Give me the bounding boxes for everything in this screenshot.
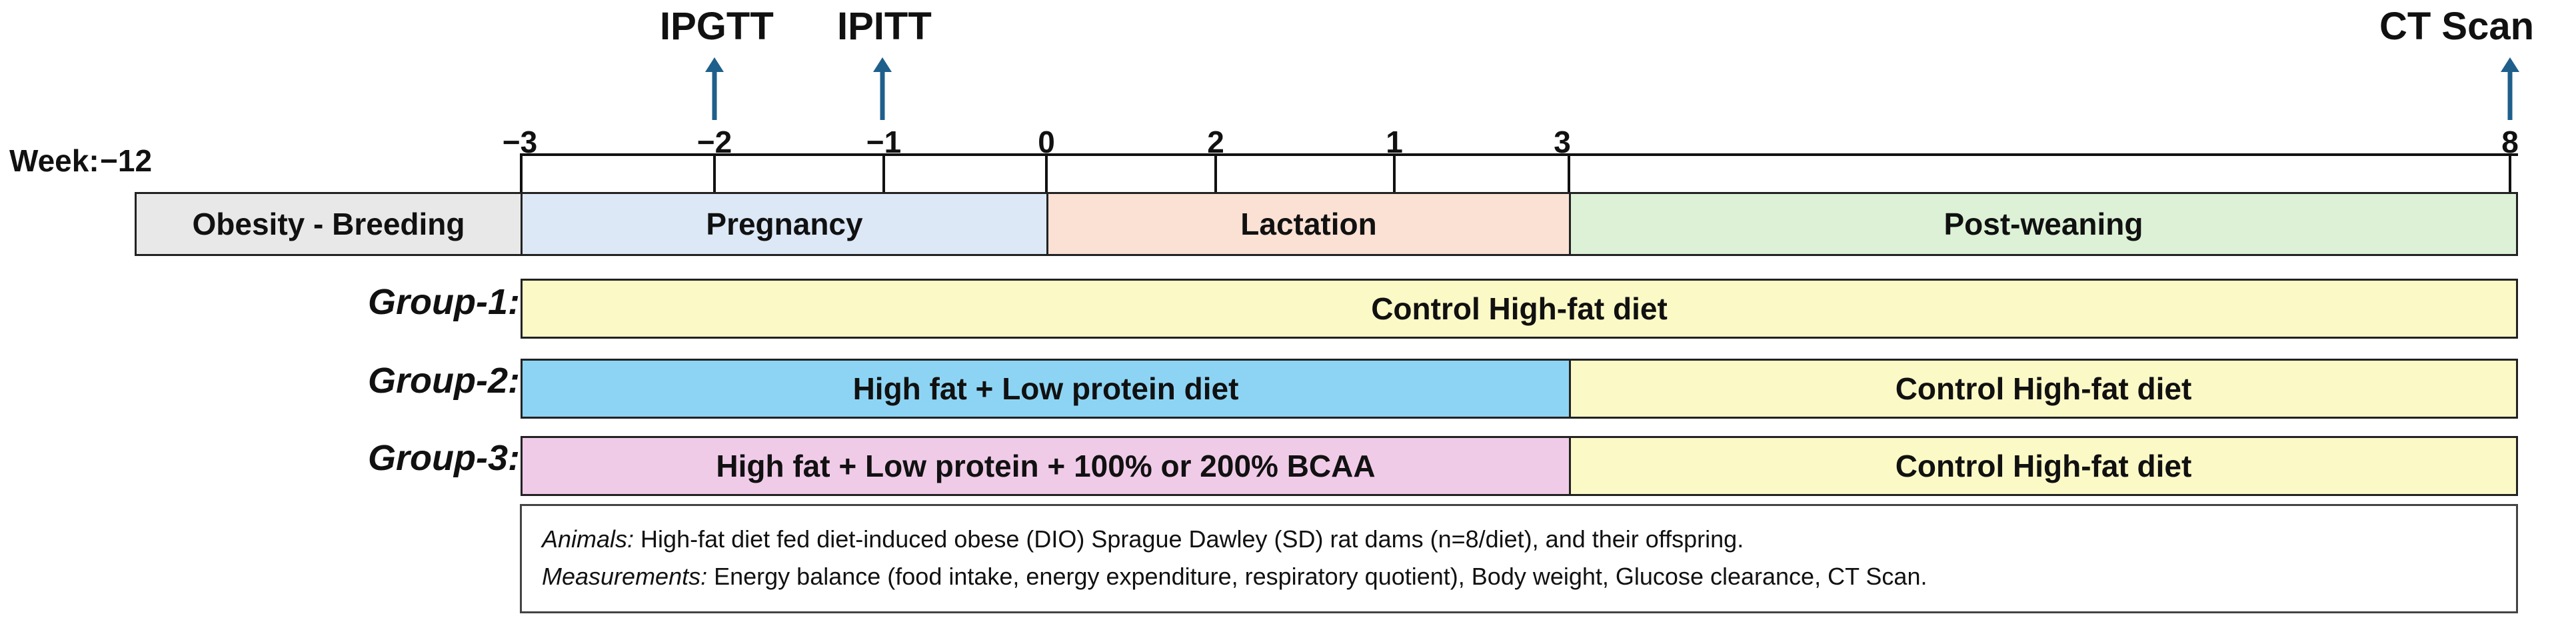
arrow-up-icon-ipgtt xyxy=(705,57,724,120)
notes-animals-key: Animals: xyxy=(542,525,635,553)
notes-measurements-text: Energy balance (food intake, energy expe… xyxy=(707,563,1928,590)
group-3-label: Group-3: xyxy=(368,438,520,478)
group-2-bar-control: Control High-fat diet xyxy=(1569,359,2518,419)
phase-pregnancy: Pregnancy xyxy=(521,192,1048,256)
notes-measurements-line: Measurements: Energy balance (food intak… xyxy=(542,558,2496,595)
arrow-up-icon-ct-scan xyxy=(2501,57,2519,120)
notes-box: Animals: High-fat diet fed diet-induced … xyxy=(520,504,2518,613)
week-start-tick: −12 xyxy=(100,143,153,178)
notes-animals-text: High-fat diet fed diet-induced obese (DI… xyxy=(634,525,1744,553)
phase-lactation: Lactation xyxy=(1046,192,1571,256)
timeline-axis xyxy=(521,153,2518,156)
group-2-bar-low-protein: High fat + Low protein diet xyxy=(521,359,1571,419)
group-2-label: Group-2: xyxy=(368,361,520,401)
group-3-bar-low-protein-bcaa: High fat + Low protein + 100% or 200% BC… xyxy=(521,436,1571,496)
event-label-ipgtt: IPGTT xyxy=(660,5,774,48)
phase-post-weaning: Post-weaning xyxy=(1569,192,2518,256)
phase-obesity-breeding: Obesity - Breeding xyxy=(135,192,523,256)
group-1-bar-control: Control High-fat diet xyxy=(521,279,2518,339)
arrow-up-icon-ipitt xyxy=(873,57,892,120)
event-label-ipitt: IPITT xyxy=(837,5,932,48)
week-label: Week: xyxy=(9,143,99,178)
event-label-ct-scan: CT Scan xyxy=(2379,5,2535,48)
timeline-tick-marks xyxy=(520,153,2511,192)
notes-animals-line: Animals: High-fat diet fed diet-induced … xyxy=(542,521,2496,558)
group-3-bar-control: Control High-fat diet xyxy=(1569,436,2518,496)
group-1-label: Group-1: xyxy=(368,282,520,322)
notes-measurements-key: Measurements: xyxy=(542,563,708,590)
